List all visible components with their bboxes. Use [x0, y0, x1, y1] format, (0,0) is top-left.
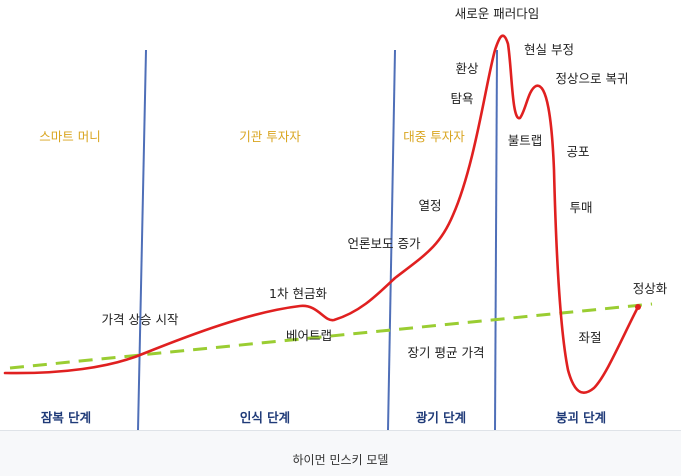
divider-line-1 [137, 49, 147, 430]
long-term-mean-line [9, 302, 653, 370]
label-return-to-normal: 정상으로 복귀 [556, 71, 629, 86]
normalization-point [635, 304, 641, 310]
label-fear: 공포 [566, 144, 589, 159]
phase-awareness: 인식 단계 [240, 410, 290, 425]
label-capitulation: 투매 [569, 200, 592, 215]
label-normalization: 정상화 [633, 281, 668, 296]
investor-institutional: 기관 투자자 [239, 129, 301, 144]
investor-smart-money: 스마트 머니 [39, 129, 100, 144]
label-bear-trap: 베어트랩 [286, 328, 332, 343]
label-new-paradigm: 새로운 패러다임 [455, 6, 539, 21]
label-long-term-mean: 장기 평균 가격 [408, 345, 485, 360]
phase-stealth: 잠복 단계 [41, 410, 91, 425]
phase-blow-off: 붕괴 단계 [556, 410, 606, 425]
phase-mania: 광기 단계 [416, 410, 466, 425]
label-delusion: 환상 [455, 61, 479, 76]
label-bull-trap: 불트랩 [508, 133, 543, 148]
label-price-rise-start: 가격 상승 시작 [102, 312, 179, 327]
price-curve [3, 34, 640, 394]
label-first-sell-off: 1차 현금화 [269, 286, 327, 301]
caption-bar: 하이먼 민스키 모델 [0, 430, 681, 476]
label-greed: 탐욕 [450, 91, 473, 106]
investor-public: 대중 투자자 [403, 129, 465, 144]
minsky-model-diagram: 스마트 머니 기관 투자자 대중 투자자 가격 상승 시작 1차 현금화 베어트… [3, 6, 668, 430]
label-media-attention: 언론보도 증가 [348, 236, 421, 251]
figure-caption: 하이먼 민스키 모델 [292, 453, 389, 467]
divider-line-3 [494, 49, 498, 430]
label-despair: 좌절 [578, 330, 601, 345]
divider-line-2 [387, 49, 396, 430]
label-denial: 현실 부정 [524, 42, 574, 57]
label-enthusiasm: 열정 [418, 198, 441, 213]
